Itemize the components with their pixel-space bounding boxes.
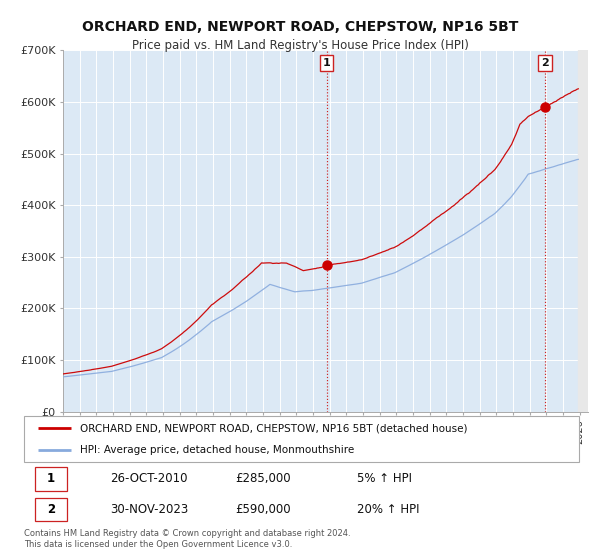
Text: 2: 2	[47, 503, 55, 516]
Text: £590,000: £590,000	[235, 503, 290, 516]
Text: Contains HM Land Registry data © Crown copyright and database right 2024.: Contains HM Land Registry data © Crown c…	[24, 529, 350, 538]
Text: 26-OCT-2010: 26-OCT-2010	[110, 473, 188, 486]
Text: 1: 1	[323, 58, 331, 68]
Text: 5% ↑ HPI: 5% ↑ HPI	[357, 473, 412, 486]
Text: ORCHARD END, NEWPORT ROAD, CHEPSTOW, NP16 5BT: ORCHARD END, NEWPORT ROAD, CHEPSTOW, NP1…	[82, 20, 518, 34]
Text: This data is licensed under the Open Government Licence v3.0.: This data is licensed under the Open Gov…	[24, 540, 292, 549]
Text: 20% ↑ HPI: 20% ↑ HPI	[357, 503, 419, 516]
FancyBboxPatch shape	[35, 467, 67, 491]
Bar	[578, 50, 588, 412]
FancyBboxPatch shape	[24, 416, 579, 462]
Text: HPI: Average price, detached house, Monmouthshire: HPI: Average price, detached house, Monm…	[79, 445, 354, 455]
Bar	[578, 50, 588, 412]
Text: 30-NOV-2023: 30-NOV-2023	[110, 503, 188, 516]
Text: 2: 2	[541, 58, 549, 68]
Text: ORCHARD END, NEWPORT ROAD, CHEPSTOW, NP16 5BT (detached house): ORCHARD END, NEWPORT ROAD, CHEPSTOW, NP1…	[79, 423, 467, 433]
Text: Price paid vs. HM Land Registry's House Price Index (HPI): Price paid vs. HM Land Registry's House …	[131, 39, 469, 52]
FancyBboxPatch shape	[35, 498, 67, 521]
Text: £285,000: £285,000	[235, 473, 290, 486]
Text: 1: 1	[47, 473, 55, 486]
